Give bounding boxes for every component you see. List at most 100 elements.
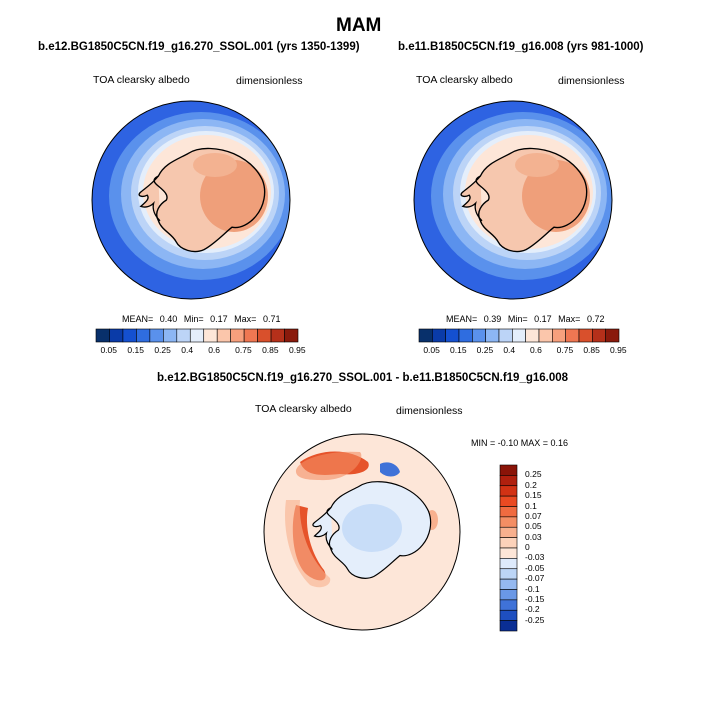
panel-2-units: dimensionless bbox=[558, 75, 625, 87]
max-value: 0.71 bbox=[262, 314, 281, 324]
colorbar-2-tick-label: 0.95 bbox=[610, 345, 627, 355]
colorbar-diff-tick-label: -0.1 bbox=[525, 583, 540, 594]
colorbar-diff-swatch bbox=[499, 475, 518, 487]
colorbar-diff-swatch bbox=[499, 516, 518, 528]
colorbar-2-tick-label: 0.4 bbox=[503, 345, 516, 355]
colorbar-1-swatch bbox=[136, 328, 151, 343]
colorbar-1-swatch bbox=[257, 328, 272, 343]
plateau-albedo bbox=[200, 160, 268, 232]
panel-1-variable: TOA clearsky albedo bbox=[93, 74, 190, 86]
colorbar-diff-swatch bbox=[499, 589, 518, 601]
colorbar-1-swatch bbox=[163, 328, 178, 343]
panel-2-variable: TOA clearsky albedo bbox=[416, 74, 513, 86]
panel-3-stats: MIN = -0.10 MAX = 0.16 bbox=[471, 438, 569, 448]
plateau-albedo-2 bbox=[193, 153, 237, 177]
colorbar-2-swatch bbox=[432, 328, 446, 343]
colorbar-diff-tick-label: -0.03 bbox=[525, 552, 545, 563]
positive-anomaly-north-edge bbox=[295, 451, 362, 481]
min-label: Min= bbox=[183, 314, 204, 324]
colorbar-2-swatch bbox=[445, 328, 460, 343]
colorbar-diff-swatch bbox=[499, 547, 518, 559]
colorbar-2-tick-label: 0.05 bbox=[423, 345, 440, 355]
colorbar-1-swatch bbox=[176, 328, 191, 343]
colorbar-1-swatch bbox=[216, 328, 231, 343]
colorbar-1-tick-label: 0.75 bbox=[235, 345, 252, 355]
panel-2-map bbox=[414, 101, 612, 299]
negative-anomaly-east bbox=[380, 462, 400, 477]
colorbar-1-swatch bbox=[189, 328, 205, 343]
colorbar-diff-tick-label: -0.2 bbox=[525, 604, 540, 615]
min-label: Min= bbox=[507, 314, 528, 324]
min-value: 0.17 bbox=[210, 314, 228, 324]
colorbar-1-swatch bbox=[243, 328, 258, 343]
panel-1-case-title: b.e12.BG1850C5CN.f19_g16.270_SSOL.001 (y… bbox=[38, 41, 360, 53]
colorbar-diff-tick-label: 0.1 bbox=[525, 500, 537, 511]
panel-1-border bbox=[91, 100, 291, 300]
colorbar-2-tick-label: 0.85 bbox=[583, 345, 600, 355]
colorbar-2-swatch bbox=[525, 328, 540, 343]
panel-2-stats: MEAN= 0.39 Min= 0.17 Max= 0.72 bbox=[446, 314, 604, 324]
colorbar-2-swatch bbox=[538, 328, 553, 343]
colorbar-1-tick-label: 0.95 bbox=[289, 345, 306, 355]
panel-3-map bbox=[264, 434, 460, 630]
max-label: Max= bbox=[234, 314, 257, 324]
colorbar-diff-tick-label: 0 bbox=[525, 542, 530, 552]
colorbar-1-tick-label: 0.6 bbox=[208, 345, 221, 355]
colorbar-1-swatch bbox=[95, 328, 110, 343]
colorbar-diff-swatch bbox=[499, 485, 518, 497]
colorbar-1-tick-label: 0.05 bbox=[100, 345, 117, 355]
colorbar-diff-swatch bbox=[499, 506, 518, 518]
colorbar-2-tick-label: 0.15 bbox=[450, 345, 467, 355]
colorbar-1-tick-label: 0.15 bbox=[127, 345, 144, 355]
colorbar-diff-swatch bbox=[499, 609, 518, 621]
colorbar-diff-tick-label: 0.2 bbox=[525, 479, 537, 490]
colorbar-diff-tick-label: 0.05 bbox=[525, 521, 542, 532]
colorbar-diff-swatch bbox=[499, 464, 518, 476]
colorbar-diff-swatch bbox=[499, 537, 518, 549]
positive-anomaly-west-edge bbox=[285, 500, 331, 588]
mean-value: 0.39 bbox=[483, 314, 502, 324]
colorbar-diff-swatch bbox=[499, 526, 518, 538]
colorbar-diff bbox=[499, 464, 518, 632]
colorbar-diff-tick-label: 0.25 bbox=[525, 469, 542, 480]
colorbar-2-swatch bbox=[552, 328, 566, 343]
panel-3-units: dimensionless bbox=[396, 405, 463, 417]
min-value: 0.17 bbox=[534, 314, 552, 324]
colorbar-2-swatch bbox=[472, 328, 486, 343]
colorbar-diff-swatch bbox=[499, 495, 518, 507]
colorbar-1-tick-label: 0.85 bbox=[262, 345, 279, 355]
colorbar-diff-swatch bbox=[499, 578, 518, 590]
colorbar-1-swatch bbox=[203, 328, 218, 343]
colorbar-diff-tick-label: 0.03 bbox=[525, 531, 542, 542]
colorbar-2-tick-label: 0.25 bbox=[476, 345, 494, 355]
colorbar-diff-tick-label: -0.25 bbox=[525, 614, 545, 625]
colorbar-2-tick-label: 0.75 bbox=[556, 345, 574, 355]
colorbar-diff-tick-label: -0.15 bbox=[525, 593, 545, 604]
colorbar-1-swatch bbox=[109, 328, 124, 343]
colorbar-2-swatch bbox=[498, 328, 513, 343]
colorbar-1 bbox=[95, 328, 299, 343]
colorbar-1-swatch bbox=[270, 328, 285, 343]
panel-3-variable: TOA clearsky albedo bbox=[255, 403, 352, 415]
colorbar-2-swatch bbox=[485, 328, 500, 343]
max-label: Max= bbox=[558, 314, 581, 324]
panel-3-case-title: b.e12.BG1850C5CN.f19_g16.270_SSOL.001 - … bbox=[157, 372, 569, 384]
colorbar-diff-swatch bbox=[499, 599, 518, 611]
colorbar-1-swatch bbox=[122, 328, 137, 343]
colorbar-diff-tick-label: 0.07 bbox=[525, 510, 542, 521]
colorbar-2 bbox=[418, 328, 620, 343]
panel-3-border bbox=[263, 433, 461, 631]
colorbar-diff-swatch bbox=[499, 620, 518, 632]
colorbar-2-swatch bbox=[512, 328, 526, 343]
colorbar-2-swatch bbox=[418, 328, 433, 343]
mean-value: 0.40 bbox=[159, 314, 178, 324]
colorbar-1-swatch bbox=[284, 328, 299, 343]
panel-2-case-title: b.e11.B1850C5CN.f19_g16.008 (yrs 981-100… bbox=[398, 41, 644, 53]
colorbar-2-swatch bbox=[578, 328, 593, 343]
colorbar-diff-swatch bbox=[499, 568, 518, 580]
negative-anomaly-interior bbox=[342, 504, 402, 552]
colorbar-1-tick-label: 0.25 bbox=[154, 345, 171, 355]
mean-label: MEAN= bbox=[122, 314, 154, 324]
colorbar-diff-tick-label: 0.15 bbox=[525, 490, 542, 501]
